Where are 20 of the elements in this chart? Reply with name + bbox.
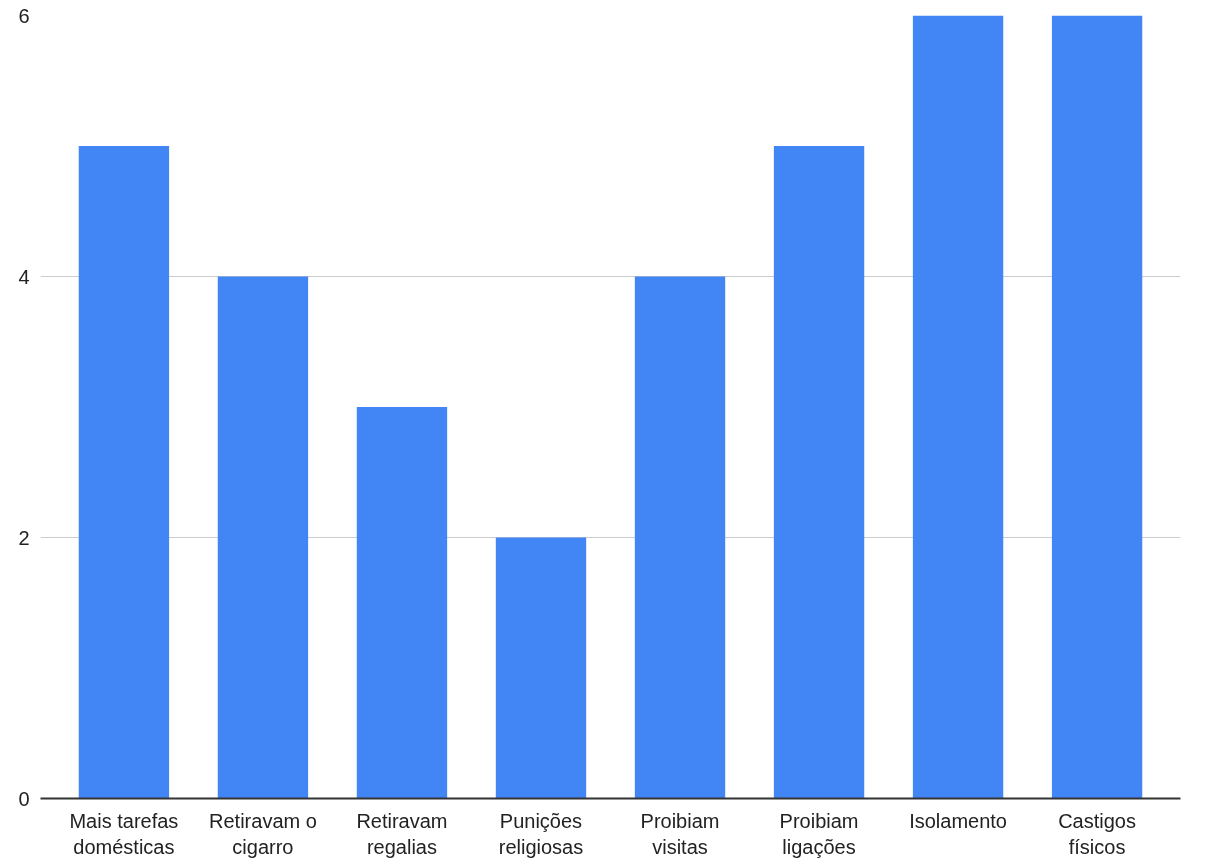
y-tick-label: 2 bbox=[18, 526, 30, 549]
x-tick-label: Retiravam regalias bbox=[356, 809, 448, 858]
y-tick-label: 6 bbox=[18, 4, 30, 27]
x-tick-label: Isolamento bbox=[909, 809, 1007, 832]
x-tick-label: Punições religiosas bbox=[498, 809, 584, 858]
bar bbox=[634, 276, 726, 799]
x-tick-label: Proibiam visitas bbox=[640, 809, 720, 858]
bar bbox=[217, 276, 309, 799]
bar bbox=[773, 146, 865, 799]
bar bbox=[495, 537, 587, 799]
bar bbox=[78, 146, 170, 799]
x-tick-label: Mais tarefas domésticas bbox=[69, 809, 179, 858]
x-tick-label: Retiravam o cigarro bbox=[209, 809, 317, 858]
bar bbox=[1051, 15, 1143, 799]
y-tick-label: 4 bbox=[18, 265, 30, 288]
x-tick-label: Castigos físicos bbox=[1058, 809, 1136, 858]
bar bbox=[356, 407, 448, 799]
y-tick-label: 0 bbox=[18, 787, 30, 810]
bar bbox=[912, 15, 1004, 799]
x-tick-label: Proibiam ligações bbox=[779, 809, 859, 858]
